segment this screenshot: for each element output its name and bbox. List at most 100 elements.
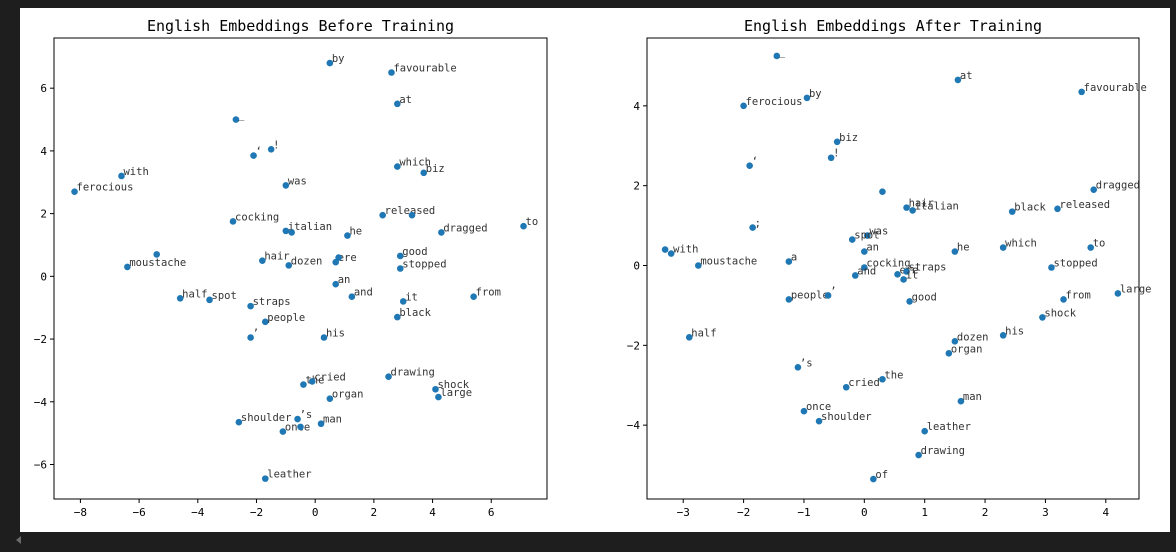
point-label: straps [253,296,291,308]
point-label: people [791,289,829,301]
scatter-point [438,229,445,236]
point-label: was [288,175,307,187]
scatter-point [999,332,1007,339]
point-label: dozen [957,331,989,343]
x-tick-label: 4 [1102,506,1109,519]
scatter-point [903,204,910,211]
x-tick-label: −6 [132,506,145,519]
point-label: large [1120,283,1152,295]
scatter-point [388,69,395,76]
scatter-point [667,250,675,257]
scatter-point [945,350,953,357]
point-label: his [326,327,345,339]
y-tick-label: 4 [633,100,640,113]
point-label: man [963,391,982,403]
axes-frame [646,37,1140,500]
point-label: he [957,242,970,254]
scatter-point [861,248,868,255]
point-label: straps [909,261,947,273]
scatter-point [300,381,307,388]
point-label: it [906,269,919,281]
point-label: ’ [253,327,259,339]
scatter-point [294,415,301,423]
point-label: organ [332,389,364,401]
point-label: it [405,291,418,303]
scatter-point [420,169,428,177]
point-label: cried [848,377,880,389]
scatter-point [749,224,756,231]
point-label: shock [437,379,469,391]
point-label: ; [755,218,761,230]
scatter-point [71,188,78,195]
scatter-point [344,232,351,239]
scatter-point [861,264,868,271]
scatter-point [288,229,295,236]
y-tick-label: 0 [633,260,640,273]
scatter-point [879,375,886,383]
scatter-point [396,252,404,260]
x-tick-label: 1 [921,506,928,519]
point-label: biz [426,163,445,175]
point-label: good [402,246,427,258]
scatter-point [957,397,965,405]
point-label: ! [273,139,279,151]
point-label: good [912,291,937,303]
scatter-point [851,272,859,279]
x-tick-label: 0 [312,506,319,519]
y-tick-label: 4 [40,145,47,158]
point-label: _ [779,46,786,58]
point-label: moustache [129,257,186,269]
scatter-point [396,265,404,272]
y-tick-label: 0 [40,270,47,283]
scatter-point [954,76,962,84]
scatter-point [785,296,793,303]
point-label: he [349,226,362,238]
point-label: ! [833,148,839,160]
point-label: released [1060,199,1111,211]
scatter-point [247,334,254,341]
scatter-point [695,262,702,269]
point-label: at [399,94,412,106]
scatter-point [1048,264,1055,271]
scatter-point [235,418,243,426]
point-label: hair [264,251,289,263]
point-label: of [875,469,888,481]
point-label: favourable [393,62,456,74]
scatter-point [800,407,808,415]
scroll-left-arrow-icon[interactable] [16,536,21,544]
scatter-point [879,188,886,195]
scatter-point [470,293,477,301]
scatter-point [1060,296,1067,303]
scatter-point [520,222,527,230]
scatter-point [906,298,913,305]
point-label: people [267,312,305,324]
point-label: black [1014,202,1046,214]
x-tick-label: −3 [677,506,690,519]
scatter-point [921,427,928,435]
point-label: ‘ [256,146,262,158]
scatter-point [297,423,304,431]
point-label: _ [238,110,245,122]
scatter-point [399,298,407,305]
scatter-point [1087,244,1095,251]
bottom-scroll-strip[interactable] [0,532,1176,552]
scatter-point [827,154,835,162]
x-tick-label: 0 [861,506,868,519]
scatter-point [746,162,753,170]
point-label: a [791,252,797,264]
point-label: half [182,288,207,300]
scatter-point [1039,314,1046,321]
point-label: an [338,274,351,286]
y-tick-label: 2 [40,208,47,221]
x-tick-label: 6 [488,506,495,519]
chart-title: English Embeddings After Training [744,17,1042,35]
x-tick-label: −4 [191,506,205,519]
point-label: ’s [800,357,813,369]
point-label: cocking [235,211,279,223]
scatter-point [326,395,334,402]
scatter-point [250,152,257,159]
scatter-point [279,428,287,435]
point-label: which [399,157,431,169]
scatter-point [915,451,922,459]
point-label: the [884,369,903,381]
